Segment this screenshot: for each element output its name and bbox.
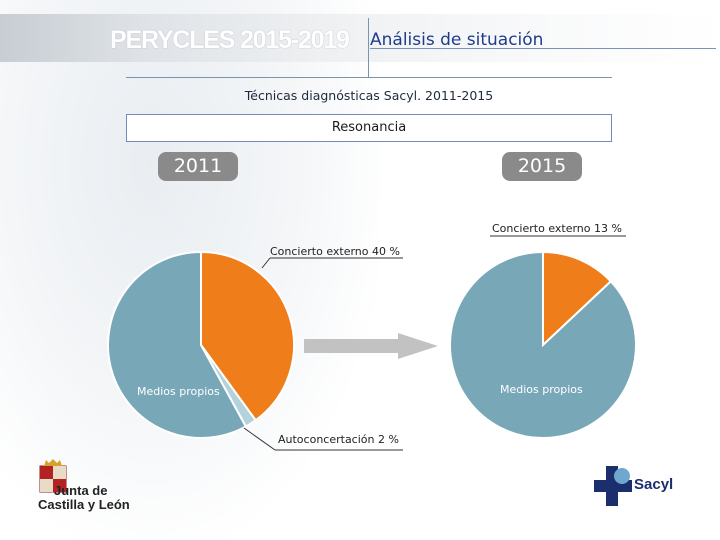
coat-of-arms-icon: [39, 459, 67, 493]
pie-2011-slice-0: [200, 250, 295, 422]
brand-title: PERYCLES 2015-2019: [110, 26, 350, 54]
pie-2011-slice-2: [107, 250, 248, 439]
header-divider-vertical: [368, 18, 369, 78]
pie-2015-slice-0: [542, 250, 613, 348]
sacyl-logo-text: Sacyl: [634, 476, 674, 493]
arrow-icon: [304, 333, 438, 359]
pie-2015-slice-1: [449, 250, 637, 439]
pie-2015: [449, 250, 637, 439]
pie-2011: [107, 250, 295, 439]
label-medios-2011: Medios propios: [137, 385, 220, 398]
label-concierto-2011: Concierto externo 40 %: [270, 245, 400, 258]
junta-logo-text: Junta de Castilla y León: [38, 484, 133, 512]
subtitle-rule: [126, 77, 612, 78]
chart-title-box: Resonancia: [126, 114, 612, 142]
sacyl-logo: Sacyl: [592, 464, 673, 512]
label-autoconcertacion-2011: Autoconcertación 2 %: [278, 433, 399, 446]
header-band: [0, 14, 720, 62]
junta-logo-line1: Junta de: [54, 483, 108, 498]
sacyl-cross-icon: [594, 466, 632, 506]
leader-autoconcertacion-2011: [243, 427, 276, 451]
slide-subtitle: Técnicas diagnósticas Sacyl. 2011-2015: [244, 88, 494, 103]
header-underline: [370, 48, 716, 49]
year-badge-2011: 2011: [158, 152, 238, 181]
junta-castilla-leon-logo: Junta de Castilla y León: [38, 458, 130, 512]
section-title: Análisis de situación: [370, 30, 544, 50]
year-badge-2015: 2015: [502, 152, 582, 181]
leader-concierto-2011-tick: [261, 257, 271, 269]
junta-logo-line2: Castilla y León: [38, 497, 130, 512]
label-medios-2015: Medios propios: [500, 383, 583, 396]
label-concierto-2015: Concierto externo 13 %: [492, 222, 622, 235]
